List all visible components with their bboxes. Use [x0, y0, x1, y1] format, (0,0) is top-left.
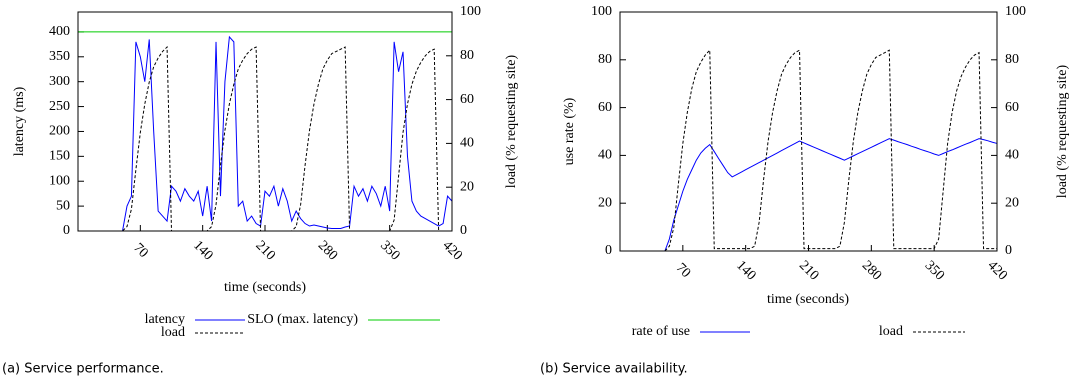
y-tick-label: 20: [598, 195, 612, 210]
y-tick-label: 50: [56, 198, 70, 213]
y2-tick-label: 80: [1005, 52, 1019, 67]
legend-label: load: [879, 324, 903, 339]
legend-label: latency: [145, 312, 185, 327]
y-tick-label: 80: [598, 52, 612, 67]
y-tick-label: 40: [598, 148, 612, 163]
y-tick-label: 0: [605, 243, 612, 258]
plot-frame: [619, 11, 998, 252]
y-axis-label: use rate (%): [562, 97, 577, 165]
caption: (b) Service availability.: [540, 362, 688, 377]
caption: (a) Service performance.: [2, 362, 164, 377]
y2-tick-label: 40: [1005, 148, 1019, 163]
x-tick-label: 350: [377, 238, 402, 263]
y2-tick-label: 40: [460, 136, 474, 151]
legend-label: SLO (max. latency): [247, 312, 358, 327]
y2-tick-label: 0: [460, 223, 467, 238]
series-line: [78, 35, 453, 232]
y2-tick-label: 20: [1005, 195, 1019, 210]
y2-tick-label: 0: [1005, 243, 1012, 258]
x-tick-label: 140: [733, 258, 758, 283]
series-line: [620, 138, 998, 252]
y2-tick-label: 60: [1005, 100, 1019, 115]
y-tick-label: 60: [598, 100, 612, 115]
y-axis-label: latency (ms): [12, 86, 27, 156]
series-line: [78, 45, 452, 232]
x-tick-label: 280: [859, 258, 884, 283]
x-tick-label: 210: [252, 238, 277, 263]
legend-label: load: [161, 325, 185, 340]
y2-tick-label: 100: [1005, 4, 1026, 19]
x-tick-label: 420: [439, 238, 464, 263]
y-tick-label: 400: [49, 24, 70, 39]
legend-label: rate of use: [632, 324, 690, 339]
plot-frame: [77, 11, 453, 232]
x-tick-label: 350: [922, 258, 947, 283]
x-tick-label: 70: [673, 261, 694, 282]
x-tick-label: 280: [315, 238, 340, 263]
x-axis-label: time (seconds): [224, 280, 306, 295]
y2-tick-label: 100: [460, 4, 481, 19]
y-tick-label: 100: [591, 4, 612, 19]
y2-axis-label: load (% requesting site): [1055, 64, 1070, 198]
y2-tick-label: 80: [460, 48, 474, 63]
x-axis-label: time (seconds): [767, 292, 849, 307]
x-tick-label: 420: [984, 258, 1009, 283]
y-tick-label: 0: [63, 223, 70, 238]
y-tick-label: 100: [49, 173, 70, 188]
y-tick-label: 350: [49, 49, 70, 64]
y-tick-label: 150: [49, 149, 70, 164]
y-tick-label: 250: [49, 99, 70, 114]
series-line: [620, 49, 997, 252]
x-tick-label: 140: [190, 238, 215, 263]
y2-axis-label: load (% requesting site): [504, 54, 519, 188]
y2-tick-label: 20: [460, 179, 474, 194]
y-tick-label: 300: [49, 74, 70, 89]
x-tick-label: 70: [130, 241, 151, 262]
x-tick-label: 210: [796, 258, 821, 283]
y2-tick-label: 60: [460, 92, 474, 107]
y-tick-label: 200: [49, 124, 70, 139]
